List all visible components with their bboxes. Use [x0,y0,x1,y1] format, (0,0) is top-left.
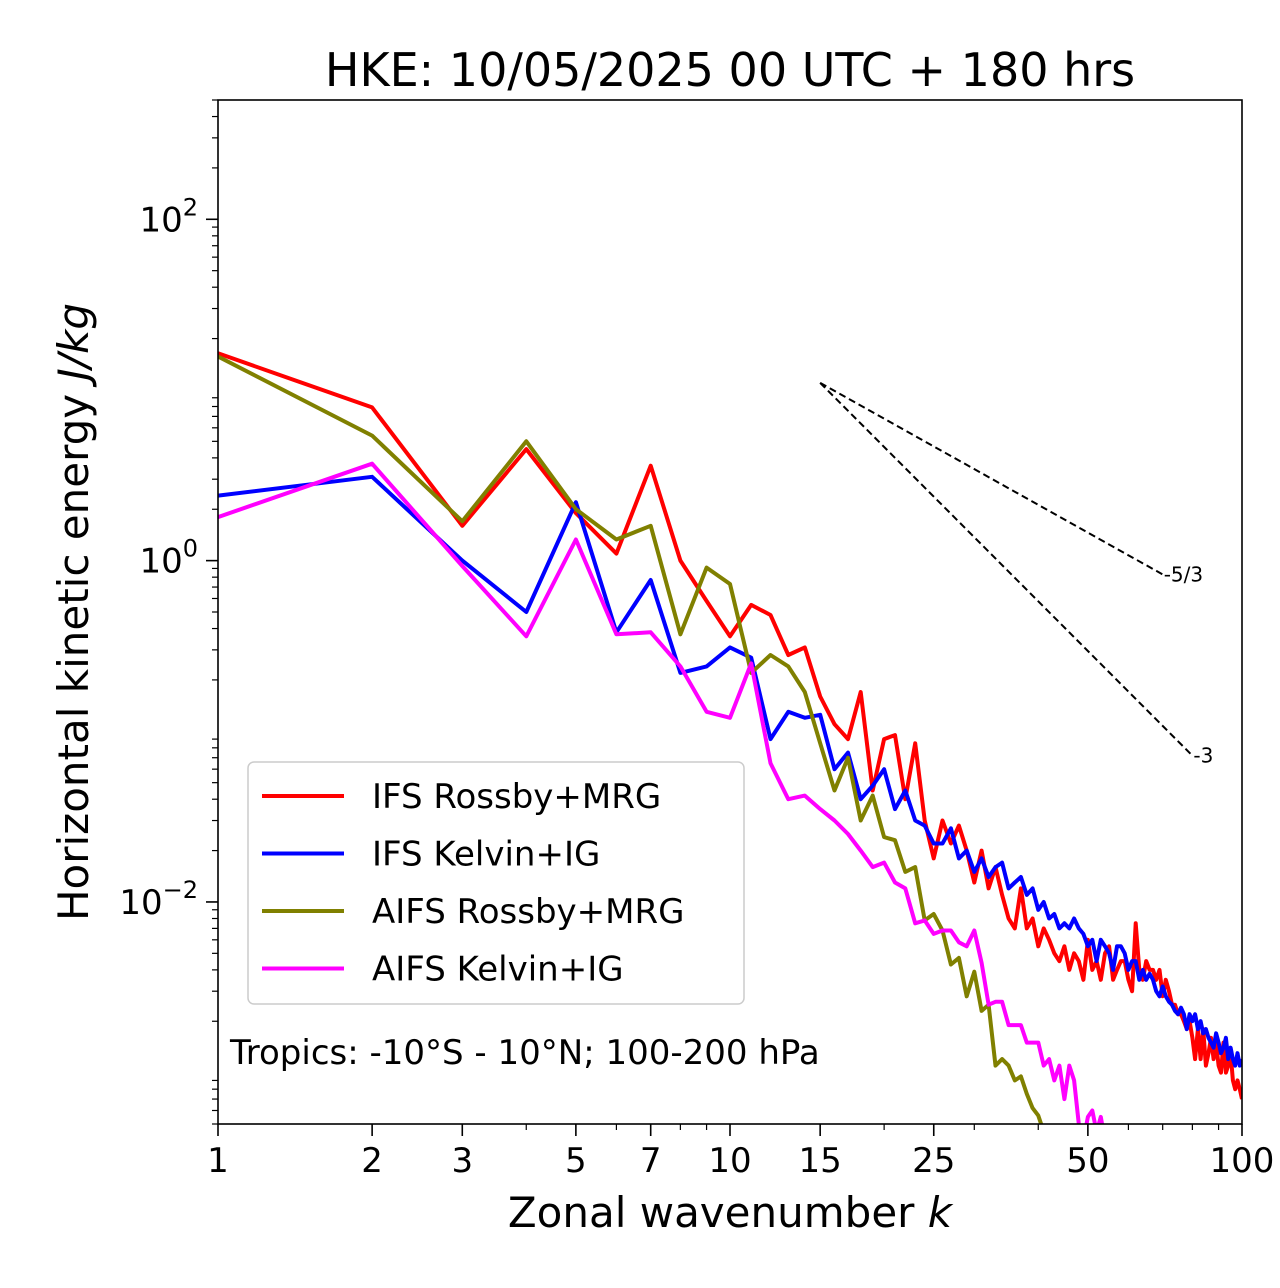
reference-slope-line-1 [819,382,1164,576]
y-tick-label: 102 [139,193,198,240]
series-line-3 [218,354,1044,1124]
x-axis-label: Zonal wavenumber k [508,1188,954,1237]
y-tick-label: 100 [139,535,198,582]
x-tick-label: 15 [799,1141,842,1181]
reference-slope-label-2: -3 [1193,744,1213,768]
y-tick-label: 10−2 [119,876,198,923]
series-line-4 [218,461,1105,1124]
series-line-2 [218,474,1242,1068]
x-tick-label: 10 [708,1141,751,1181]
x-tick-label: 25 [912,1141,955,1181]
reference-slope-label-1: -5/3 [1164,562,1203,586]
series-line-1 [218,351,1242,1100]
x-tick-label: 5 [565,1141,587,1181]
x-tick-label: 100 [1210,1141,1275,1181]
x-tick-label: 2 [361,1141,383,1181]
legend-box [247,761,745,1005]
x-tick-label: 7 [640,1141,662,1181]
legend-label-4: AIFS Kelvin+IG [372,950,624,990]
legend: IFS Rossby+MRG IFS Kelvin+IG AIFS Rossby+M… [247,761,745,1005]
plot-frame [217,99,1243,1125]
legend-label-1: IFS Rossby+MRG [372,777,661,817]
chart-title: HKE: 10/05/2025 00 UTC + 180 hrs [325,43,1135,97]
y-axis-label: Horizontal kinetic energy J/kg [49,303,98,921]
x-tick-label: 1 [207,1141,229,1181]
reference-slope-line-2 [819,382,1194,757]
legend-label-3: AIFS Rossby+MRG [372,892,684,932]
x-tick-label: 3 [451,1141,473,1181]
x-tick-label: 50 [1066,1141,1109,1181]
region-annotation: Tropics: -10°S - 10°N; 100-200 hPa [229,1033,820,1073]
legend-label-2: IFS Kelvin+IG [372,835,600,875]
